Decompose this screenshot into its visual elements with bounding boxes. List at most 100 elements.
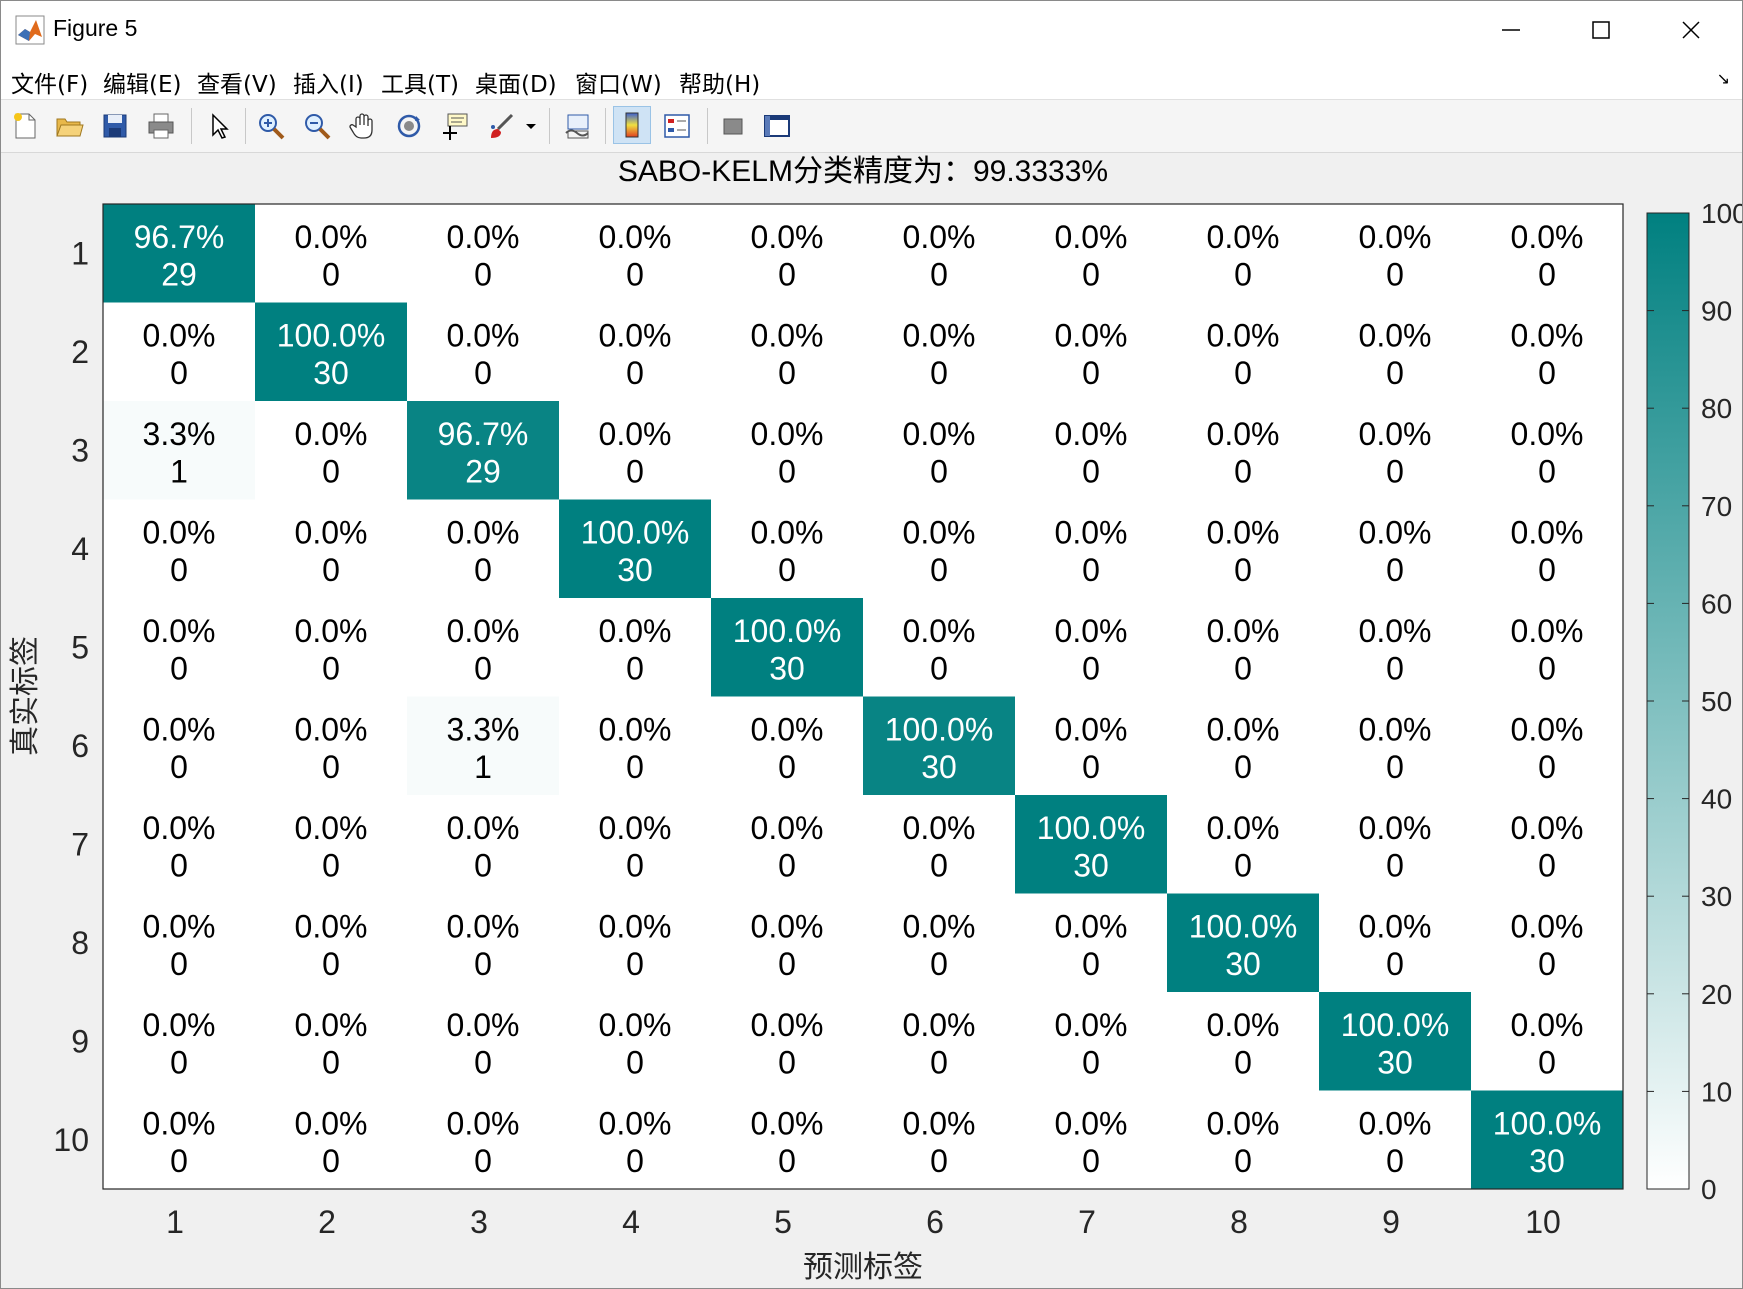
cell-percentage-label: 0.0%	[295, 613, 368, 649]
save-icon	[103, 114, 127, 138]
cell-percentage-label: 0.0%	[143, 1007, 216, 1043]
cell-percentage-label: 0.0%	[295, 1105, 368, 1141]
menu-insert[interactable]: 插入(I)	[293, 72, 364, 98]
heatmap-cell	[1319, 1090, 1472, 1190]
heatmap-cell	[559, 696, 712, 796]
rotate-3d-button[interactable]	[391, 108, 427, 144]
heatmap-cell	[103, 696, 256, 796]
dock-figure-icon[interactable]: ↘	[1716, 69, 1730, 88]
cell-count-label: 0	[1386, 453, 1404, 489]
heatmap-cell	[1015, 598, 1168, 697]
zoom-out-button[interactable]	[299, 108, 335, 144]
cell-percentage-label: 0.0%	[1511, 317, 1584, 353]
heatmap-cell	[559, 598, 712, 697]
legend-button[interactable]	[659, 108, 695, 144]
heatmap-cell	[863, 204, 1016, 303]
cell-percentage-label: 0.0%	[447, 1007, 520, 1043]
link-plot-button[interactable]	[559, 108, 595, 144]
heatmap-cell	[103, 204, 256, 303]
heatmap-cell	[863, 1090, 1016, 1190]
cell-percentage-label: 0.0%	[751, 810, 824, 846]
cell-count-label: 0	[474, 256, 492, 292]
maximize-button[interactable]	[1556, 1, 1646, 59]
show-plot-tools-button[interactable]	[759, 108, 795, 144]
cell-count-label: 0	[1538, 650, 1556, 686]
y-tick-label: 2	[71, 334, 89, 370]
cell-count-label: 0	[1082, 946, 1100, 982]
cell-count-label: 0	[1234, 650, 1252, 686]
cell-percentage-label: 0.0%	[143, 1105, 216, 1141]
pan-button[interactable]	[345, 108, 381, 144]
y-tick-label: 7	[71, 826, 89, 862]
brush-button[interactable]	[483, 108, 519, 144]
heatmap-cell	[103, 1090, 256, 1190]
heatmap-cell	[255, 598, 408, 697]
cell-count-label: 0	[930, 453, 948, 489]
colorbar-button[interactable]	[613, 106, 651, 144]
x-axis-label: 预测标签	[803, 1251, 923, 1284]
data-cursor-button[interactable]	[437, 108, 473, 144]
close-icon	[1682, 21, 1700, 39]
cell-count-label: 0	[474, 1044, 492, 1080]
heatmap-cell	[1167, 795, 1320, 894]
cell-percentage-label: 0.0%	[1511, 416, 1584, 452]
open-button[interactable]	[51, 108, 87, 144]
heatmap-cell	[407, 992, 560, 1091]
colorbar-tick-label: 30	[1701, 881, 1732, 912]
pointer-button[interactable]	[201, 108, 237, 144]
menu-window[interactable]: 窗口(W)	[575, 72, 662, 98]
hide-plot-tools-button[interactable]	[715, 108, 751, 144]
save-button[interactable]	[97, 108, 133, 144]
heatmap-cell	[863, 401, 1016, 500]
menu-tools[interactable]: 工具(T)	[381, 72, 459, 98]
menu-edit[interactable]: 编辑(E)	[103, 72, 182, 98]
minimize-button[interactable]	[1466, 1, 1556, 59]
menu-help[interactable]: 帮助(H)	[679, 72, 761, 98]
cell-percentage-label: 0.0%	[295, 1007, 368, 1043]
cell-count-label: 0	[1538, 256, 1556, 292]
y-tick-label: 4	[71, 531, 89, 567]
menu-view[interactable]: 查看(V)	[197, 72, 277, 98]
close-button[interactable]	[1646, 1, 1736, 59]
cell-count-label: 0	[778, 256, 796, 292]
heatmap-cell	[407, 598, 560, 697]
menu-desktop[interactable]: 桌面(D)	[475, 72, 557, 98]
cell-count-label: 0	[474, 847, 492, 883]
y-tick-label: 8	[71, 925, 89, 961]
heatmap-cell	[1471, 696, 1624, 796]
heatmap-cell	[1015, 992, 1168, 1091]
menu-bar: 文件(F) 编辑(E) 查看(V) 插入(I) 工具(T) 桌面(D) 窗口(W…	[1, 59, 1742, 100]
heatmap-cell	[103, 795, 256, 894]
heatmap-cell	[559, 1090, 712, 1190]
y-tick-label: 6	[71, 728, 89, 764]
cell-count-label: 0	[322, 847, 340, 883]
title-bar: Figure 5	[1, 1, 1742, 59]
cell-percentage-label: 96.7%	[438, 416, 529, 452]
heatmap-cell	[1015, 499, 1168, 599]
cell-count-label: 0	[474, 552, 492, 588]
cell-count-label: 0	[1386, 552, 1404, 588]
cell-percentage-label: 0.0%	[1207, 416, 1280, 452]
cell-count-label: 30	[769, 650, 805, 686]
cell-count-label: 0	[170, 946, 188, 982]
x-tick-label: 6	[926, 1204, 944, 1240]
menu-file[interactable]: 文件(F)	[11, 72, 89, 98]
cell-count-label: 0	[1082, 749, 1100, 785]
heatmap-cell	[103, 401, 256, 500]
cell-percentage-label: 0.0%	[1511, 810, 1584, 846]
cell-percentage-label: 0.0%	[751, 514, 824, 550]
new-file-button[interactable]	[7, 108, 43, 144]
brush-dropdown-button[interactable]	[523, 108, 539, 144]
toolbar-separator	[549, 108, 550, 144]
y-tick-label: 5	[71, 629, 89, 665]
maximize-icon	[1592, 21, 1610, 39]
zoom-in-button[interactable]	[253, 108, 289, 144]
heatmap-cell	[1015, 795, 1168, 894]
minimize-icon	[1502, 29, 1520, 31]
print-button[interactable]	[143, 108, 179, 144]
heatmap-cell	[863, 893, 1016, 993]
cell-percentage-label: 0.0%	[1359, 908, 1432, 944]
heatmap-cell	[1319, 302, 1472, 402]
heatmap-cell	[863, 992, 1016, 1091]
cell-percentage-label: 0.0%	[1511, 711, 1584, 747]
